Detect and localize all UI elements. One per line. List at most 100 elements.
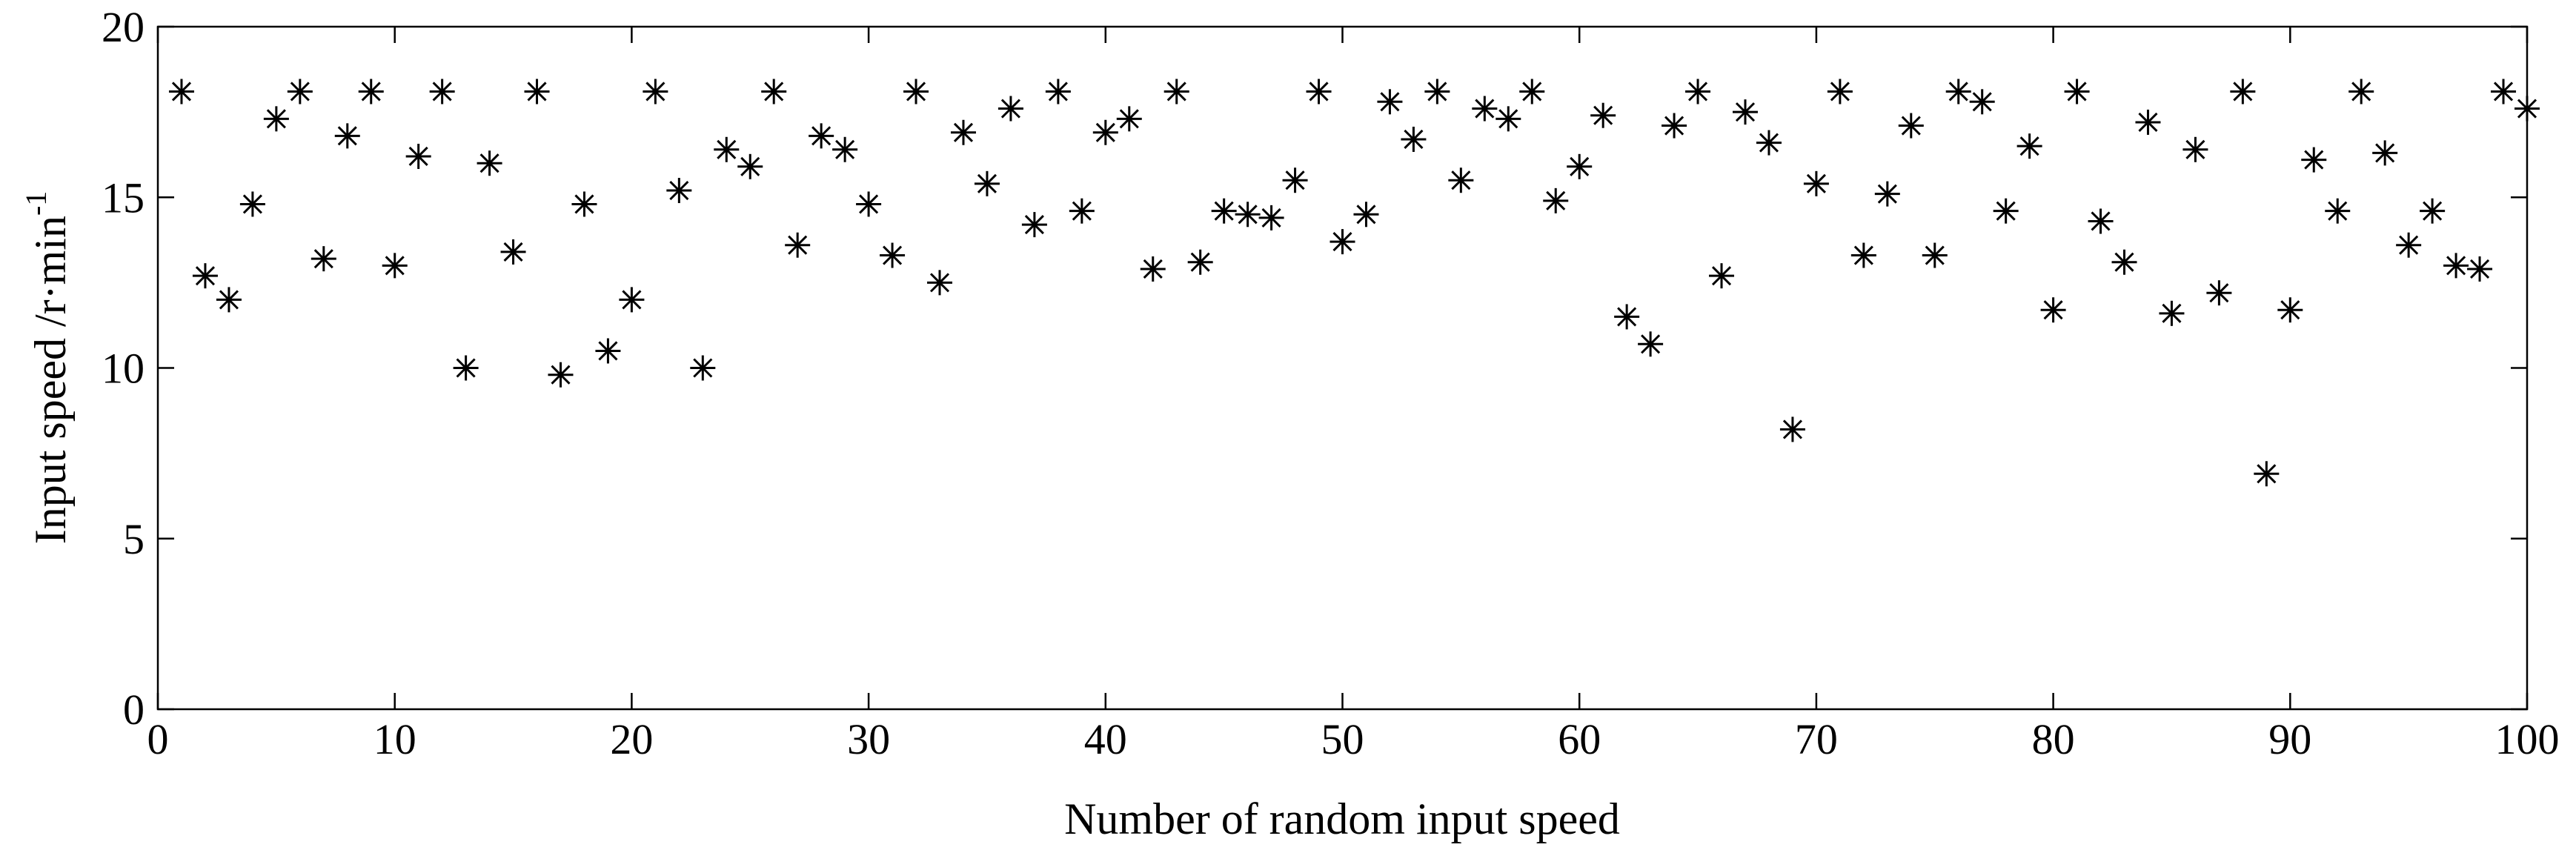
data-point: [927, 270, 953, 296]
y-tick-label: 5: [123, 515, 145, 563]
data-point: [2301, 147, 2327, 173]
data-point: [643, 79, 668, 104]
data-point: [2325, 198, 2351, 224]
data-point: [1945, 79, 1971, 104]
data-point: [2088, 208, 2114, 234]
x-tick-label: 70: [1795, 715, 1838, 763]
y-axis-label-superscript: -1: [19, 191, 53, 216]
x-tick-label: 90: [2268, 715, 2311, 763]
x-tick-label: 30: [847, 715, 890, 763]
data-point: [1709, 263, 1735, 289]
y-axis-label: Input speed /r·min-1: [19, 191, 75, 545]
data-point: [1685, 79, 1711, 104]
x-tick-label: 50: [1321, 715, 1364, 763]
data-point: [1282, 167, 1308, 193]
data-point: [1874, 181, 1900, 207]
data-point: [690, 355, 716, 381]
data-point: [2277, 297, 2303, 323]
data-point: [192, 263, 218, 289]
x-tick-label: 80: [2032, 715, 2075, 763]
x-tick-label: 10: [374, 715, 416, 763]
y-axis-label-main: Input speed /r·min: [26, 216, 75, 544]
data-point: [856, 191, 882, 217]
plot-frame: [156, 25, 2529, 711]
data-point: [2372, 140, 2398, 166]
data-point: [2111, 249, 2137, 275]
data-point: [1850, 242, 1876, 268]
x-tick-label: 60: [1558, 715, 1601, 763]
data-point: [287, 79, 313, 104]
data-point: [2514, 96, 2540, 122]
data-point: [1377, 89, 1403, 115]
data-point: [880, 242, 906, 268]
data-point: [2230, 79, 2256, 104]
data-point: [1732, 99, 1758, 125]
data-point: [2135, 109, 2161, 135]
data-point: [548, 362, 574, 388]
data-point: [311, 246, 336, 272]
data-point: [785, 232, 811, 258]
data-point: [382, 253, 408, 279]
y-tick-label: 10: [102, 345, 145, 393]
data-point: [1756, 130, 1782, 156]
data-point: [832, 136, 858, 162]
data-point: [2182, 136, 2208, 162]
data-point: [2016, 133, 2042, 159]
data-point: [761, 79, 787, 104]
data-point: [1235, 202, 1261, 228]
data-point: [714, 136, 740, 162]
data-point: [2467, 256, 2493, 282]
data-point: [1211, 198, 1237, 224]
data-point: [1140, 256, 1166, 282]
data-point: [1353, 202, 1379, 228]
data-point: [477, 150, 502, 176]
data-point: [2064, 79, 2090, 104]
data-point: [1163, 79, 1189, 104]
data-point: [2420, 198, 2446, 224]
data-point: [619, 287, 645, 313]
data-point: [1496, 106, 1521, 132]
data-point: [1590, 102, 1616, 128]
x-tick-label: 40: [1084, 715, 1127, 763]
data-point: [2443, 253, 2469, 279]
data-point: [1519, 79, 1545, 104]
data-point: [903, 79, 929, 104]
data-point: [1614, 304, 1640, 330]
data-point: [2254, 461, 2280, 487]
tick-labels: 0 10 20 30 40 50 60 70 80 90 100 0 5 10 15 20: [102, 3, 2560, 763]
data-point: [2491, 79, 2517, 104]
x-tick-label: 20: [610, 715, 653, 763]
data-point: [405, 143, 431, 169]
data-point: [1306, 79, 1332, 104]
data-point: [1116, 106, 1142, 132]
data-point: [1969, 89, 1995, 115]
data-point: [524, 79, 550, 104]
data-point: [358, 79, 384, 104]
data-point: [1045, 79, 1071, 104]
data-point: [1092, 119, 1118, 145]
data-point: [1803, 170, 1829, 196]
data-point: [2040, 297, 2066, 323]
data-point: [595, 338, 621, 364]
data-point: [1021, 212, 1047, 238]
data-point: [2206, 280, 2232, 306]
data-point: [1827, 79, 1853, 104]
data-point: [263, 106, 289, 132]
data-point: [666, 178, 692, 204]
data-point: [1424, 79, 1450, 104]
data-point: [950, 119, 976, 145]
data-point: [2159, 300, 2185, 326]
data-point: [997, 96, 1023, 122]
data-point: [1898, 113, 1924, 139]
data-point: [1993, 198, 2019, 224]
data-markers: [168, 79, 2540, 487]
axis-ticks: [156, 25, 2529, 711]
data-point: [974, 170, 1000, 196]
data-point: [571, 191, 597, 217]
data-point: [1662, 113, 1687, 139]
data-point: [809, 123, 834, 149]
x-axis-label: Number of random input speed: [1064, 794, 1620, 843]
data-point: [1187, 249, 1213, 275]
data-point: [500, 239, 526, 265]
data-point: [429, 79, 455, 104]
